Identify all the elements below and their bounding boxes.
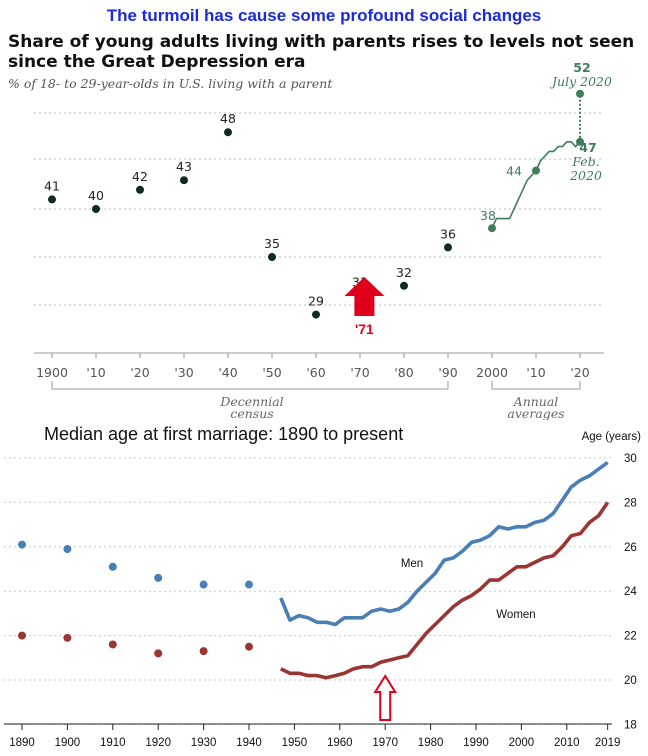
y-tick-label-30: 30 [624,453,637,465]
decennial-point-1940 [224,128,232,137]
x-tick-label-1910: '10 [86,365,105,380]
women-point-1920 [154,649,163,658]
men-point-1930 [199,580,208,589]
x-tick-label-1940: '40 [218,365,237,380]
decennial-label-1960: 29 [308,294,324,309]
label-feb-year: 2020 [569,168,602,183]
men-point-1890 [18,540,26,549]
y-tick-label-26: 26 [624,542,637,554]
red-arrow-label: '71 [355,321,374,337]
x-tick-label-2-1890: 1890 [9,737,35,749]
x-tick-label-2-1990: 1990 [463,737,489,749]
y-tick-label-24: 24 [624,586,637,598]
decennial-point-1930 [180,176,188,185]
women-point-1910 [108,640,117,649]
x-tick-label-1900: 1900 [36,365,68,380]
x-tick-label-2020: '20 [570,365,589,380]
x-tick-label-2010: '10 [526,365,545,380]
x-tick-label-2-2019: 2019 [595,737,621,749]
x-tick-label-1990: '90 [438,365,457,380]
decennial-label-line2: census [230,406,273,420]
men-point-1920 [154,573,163,582]
chart1-title: Share of young adults living with parent… [8,32,635,72]
series-label-women: Women [496,609,535,621]
decennial-label-line1: Decennial [219,394,283,409]
chart-living-with-parents: 41404243483529313236384447Feb.202052July… [34,60,612,420]
men-point-1940 [245,580,253,589]
x-tick-label-2-1940: 1940 [236,737,262,749]
decennial-point-1960 [312,310,320,319]
x-tick-label-2-1950: 1950 [282,737,308,749]
red-arrow-1971 [344,277,385,316]
women-line [280,501,610,680]
decennial-point-1950 [268,253,276,261]
series-label-men: Men [401,558,423,570]
y-tick-label-22: 22 [624,631,637,643]
annual-label-line1: Annual [513,394,559,409]
y-tick-label-28: 28 [624,497,637,509]
decennial-label-1910: 40 [88,188,104,203]
x-tick-label-2-1910: 1910 [100,737,126,749]
label-feb-2020-value: 47 [579,140,596,155]
women-point-1890 [18,631,26,640]
x-tick-label-2-1920: 1920 [145,737,171,749]
x-tick-label-1980: '80 [394,365,413,380]
annual-label-2000: 38 [480,208,496,223]
decennial-point-1910 [92,205,100,213]
x-tick-label-1960: '60 [306,365,325,380]
x-tick-label-2-2010: 2010 [554,737,580,749]
x-tick-label-1970: '70 [350,365,369,380]
women-point-1930 [199,647,208,656]
chart2-title: Median age at first marriage: 1890 to pr… [44,424,404,444]
decennial-point-1920 [136,185,144,194]
decennial-bracket [51,381,449,390]
label-feb-text: Feb. [571,154,599,169]
decennial-label-1980: 32 [396,265,412,280]
y-tick-label-20: 20 [624,675,637,687]
decennial-point-1980 [400,281,408,290]
annual-point-2000 [488,224,496,233]
decennial-point-1990 [444,243,452,252]
men-point-1910 [108,562,117,571]
label-july-2020-value: 52 [573,60,590,75]
x-tick-label-2-2000: 2000 [509,737,535,749]
decennial-label-1930: 43 [176,159,192,174]
decennial-label-1900: 41 [44,178,60,193]
decennial-label-1950: 35 [264,236,280,251]
decennial-point-1900 [48,195,56,204]
annual-point-july-2020 [576,89,584,98]
x-tick-label-2-1970: 1970 [372,737,398,749]
women-point-1940 [245,642,253,651]
annual-label-line2: averages [507,406,564,420]
red-arrow-1970 [373,674,398,721]
x-tick-label-2-1900: 1900 [55,737,81,749]
chart1-subtitle: % of 18- to 29-year-olds in U.S. living … [8,76,333,91]
x-tick-label-1950: '50 [262,365,281,380]
x-tick-label-2-1980: 1980 [418,737,444,749]
label-july-2020-text: July 2020 [549,74,612,89]
decennial-label-1920: 42 [132,169,148,184]
y-tick-label-18: 18 [624,719,637,731]
x-tick-label-1930: '30 [174,365,193,380]
decennial-label-1990: 36 [440,226,456,241]
annual-point-2010 [532,166,540,175]
x-tick-label-2000: 2000 [476,365,508,380]
y-axis-title: Age (years) [582,431,642,443]
men-point-1900 [63,545,72,554]
annual-bracket [491,381,581,390]
annual-label-2010: 44 [506,164,522,179]
slide-headline: The turmoil has cause some profound soci… [106,6,542,25]
x-tick-label-2-1930: 1930 [191,737,217,749]
x-tick-label-2-1960: 1960 [327,737,353,749]
women-point-1900 [63,633,72,642]
x-tick-label-1920: '20 [130,365,149,380]
men-line [279,460,609,627]
decennial-label-1940: 48 [220,111,236,126]
